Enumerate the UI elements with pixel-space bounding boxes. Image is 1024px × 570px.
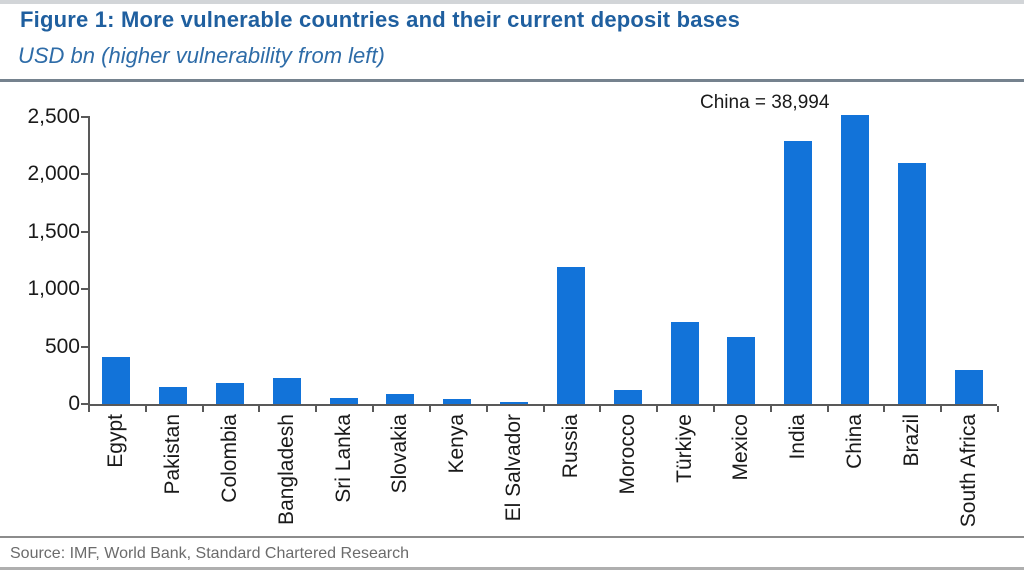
bar-slovakia (386, 394, 414, 404)
x-tick-mark (769, 406, 772, 412)
x-label-kenya: Kenya (445, 414, 468, 474)
y-tick-label-500: 500 (44, 334, 80, 358)
x-tick-mark (656, 406, 659, 412)
bar-russia (557, 267, 585, 404)
x-label-brazil: Brazil (900, 414, 923, 467)
x-label-russia: Russia (559, 414, 582, 479)
x-tick-mark (542, 406, 545, 412)
x-tick-mark (485, 406, 488, 412)
y-tick-mark (81, 403, 88, 405)
y-tick-label-1500: 1,500 (27, 219, 80, 243)
bar-colombia (216, 383, 244, 404)
y-tick-mark (81, 173, 88, 175)
x-axis-line (88, 404, 997, 406)
y-tick-mark (81, 115, 88, 118)
header-divider (0, 79, 1024, 82)
x-label-bangladesh: Bangladesh (275, 414, 298, 525)
x-tick-mark (201, 406, 204, 412)
figure-subtitle: USD bn (higher vulnerability from left) (18, 43, 385, 68)
x-label-china: China (843, 414, 866, 469)
y-tick-label-1000: 1,000 (27, 277, 80, 300)
bar-brazil (898, 163, 926, 404)
y-tick-label-2500: 2,500 (27, 104, 80, 128)
x-tick-mark (144, 406, 147, 412)
x-label-slovakia: Slovakia (388, 414, 411, 494)
x-tick-mark (372, 406, 375, 412)
x-label-india: India (786, 414, 809, 460)
bar-turkiye (671, 322, 699, 404)
y-tick-label-2000: 2,000 (27, 162, 80, 185)
x-tick-mark (997, 406, 999, 412)
x-tick-mark (599, 406, 602, 412)
y-axis-line (88, 116, 90, 406)
x-label-egypt: Egypt (104, 414, 127, 468)
x-tick-mark (883, 406, 886, 412)
x-label-sri-lanka: Sri Lanka (332, 414, 355, 503)
x-tick-mark (88, 406, 90, 412)
bar-pakistan (159, 387, 187, 404)
x-tick-mark (826, 406, 829, 412)
bar-bangladesh (273, 378, 301, 404)
x-tick-mark (428, 406, 431, 412)
x-tick-mark (940, 406, 943, 412)
bar-sri-lanka (330, 398, 358, 404)
bar-china (841, 115, 869, 404)
china-value-annotation: China = 38,994 (700, 92, 830, 113)
figure-title: Figure 1: More vulnerable countries and … (20, 7, 741, 32)
bar-india (784, 141, 812, 404)
bar-south-africa (955, 370, 983, 404)
x-label-colombia: Colombia (218, 414, 241, 503)
x-label-pakistan: Pakistan (161, 414, 184, 495)
bottom-border (0, 567, 1024, 570)
bar-el-salvador (500, 402, 528, 404)
x-label-turkiye: Türkiye (673, 414, 696, 483)
x-label-el-salvador: El Salvador (502, 414, 525, 522)
x-tick-mark (712, 406, 715, 412)
y-tick-mark (81, 345, 88, 348)
top-crop-artifact (0, 0, 1024, 4)
bar-egypt (102, 357, 130, 404)
footer-divider (0, 536, 1024, 538)
y-tick-mark (81, 230, 88, 233)
x-label-morocco: Morocco (616, 414, 639, 495)
x-tick-mark (315, 406, 318, 412)
source-note: Source: IMF, World Bank, Standard Charte… (10, 545, 409, 562)
bar-kenya (443, 399, 471, 404)
x-label-mexico: Mexico (729, 414, 752, 481)
y-tick-mark (81, 288, 88, 290)
x-label-south-africa: South Africa (957, 414, 980, 528)
bar-morocco (614, 390, 642, 404)
bar-mexico (727, 337, 755, 404)
y-tick-label-0: 0 (68, 392, 80, 415)
x-tick-mark (258, 406, 261, 412)
